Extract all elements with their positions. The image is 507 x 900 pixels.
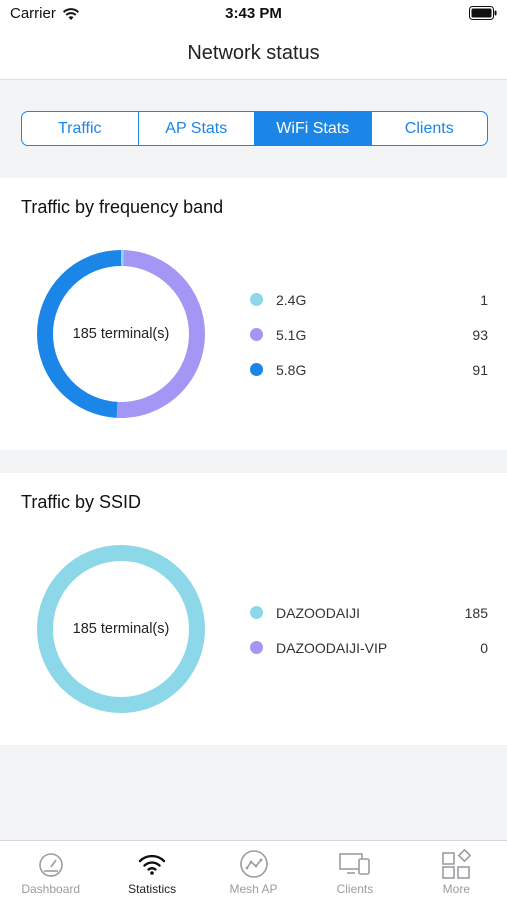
tabbar-label: Clients (336, 882, 374, 896)
devices-icon (339, 853, 370, 875)
legend-item: DAZOODAIJI-VIP 0 (250, 630, 488, 665)
frequency-band-card: Traffic by frequency band 185 terminal(s… (0, 178, 507, 450)
grid-icon (442, 849, 472, 879)
legend-label: DAZOODAIJI-VIP (276, 639, 388, 656)
tabbar-label: Mesh AP (229, 882, 278, 896)
legend-value: 91 (472, 361, 488, 378)
legend-label: 5.8G (276, 361, 307, 378)
legend-item: 2.4G 1 (250, 282, 488, 317)
carrier-label: Carrier (10, 5, 56, 22)
legend-value: 0 (480, 639, 488, 656)
tab-traffic[interactable]: Traffic (22, 112, 139, 145)
clock: 3:43 PM (225, 5, 282, 22)
card-title: Traffic by SSID (21, 492, 142, 512)
legend-value: 93 (472, 326, 488, 343)
legend-dot (250, 641, 263, 654)
legend-label: 2.4G (276, 291, 307, 308)
legend-dot (250, 293, 263, 306)
tabbar-label: Dashboard (21, 882, 81, 896)
card-title: Traffic by frequency band (21, 197, 224, 217)
frequency-legend: 2.4G 1 5.1G 93 5.8G 91 (250, 282, 488, 387)
legend-item: 5.8G 91 (250, 352, 488, 387)
nav-bar: Network status (0, 28, 507, 80)
tabbar-item-more[interactable]: More (406, 841, 507, 900)
donut-segment-5-8g (37, 250, 205, 418)
donut-center-label: 185 terminal(s) (72, 326, 170, 342)
donut-svg (37, 545, 205, 713)
ssid-card: Traffic by SSID 185 terminal(s) DAZOODAI… (0, 473, 507, 745)
legend-dot (250, 363, 263, 376)
donut-segment-dazoodaiji (37, 545, 205, 713)
tab-wifi-stats[interactable]: WiFi Stats (255, 112, 372, 145)
battery-icon (469, 6, 497, 20)
tabbar-label: Statistics (128, 882, 177, 896)
frequency-donut-chart: 185 terminal(s) (35, 248, 207, 420)
tabbar-item-dashboard[interactable]: Dashboard (0, 841, 101, 900)
status-bar: Carrier 3:43 PM (0, 0, 507, 28)
donut-center-label: 185 terminal(s) (72, 621, 170, 637)
legend-dot (250, 328, 263, 341)
wifi-icon (138, 854, 166, 875)
tab-ap-stats[interactable]: AP Stats (139, 112, 255, 145)
tab-clients[interactable]: Clients (404, 119, 454, 137)
donut-svg (37, 250, 205, 418)
carrier: Carrier (10, 5, 80, 22)
mesh-icon (239, 850, 268, 878)
segmented-control: Traffic AP Stats WiFi Stats Clients (21, 111, 488, 146)
ssid-legend: DAZOODAIJI 185 DAZOODAIJI-VIP 0 (250, 595, 488, 665)
legend-value: 185 (464, 604, 488, 621)
wifi-signal-icon (62, 7, 79, 20)
legend-item: DAZOODAIJI 185 (250, 595, 488, 630)
legend-item: 5.1G 93 (250, 317, 488, 352)
legend-label: 5.1G (276, 326, 307, 343)
tab-bar: Dashboard Statistics Mesh AP (0, 840, 507, 900)
tabbar-item-statistics[interactable]: Statistics (101, 841, 202, 900)
page-title: Network status (187, 42, 320, 64)
tabbar-label: More (442, 882, 470, 896)
legend-dot (250, 606, 263, 619)
gauge-icon (38, 853, 63, 877)
legend-value: 1 (480, 291, 488, 308)
legend-label: DAZOODAIJI (276, 604, 361, 621)
tabbar-item-clients[interactable]: Clients (304, 841, 405, 900)
ssid-donut-chart: 185 terminal(s) (35, 543, 207, 715)
donut-segment-5-1g (37, 250, 205, 418)
tabbar-item-mesh-ap[interactable]: Mesh AP (203, 841, 304, 900)
